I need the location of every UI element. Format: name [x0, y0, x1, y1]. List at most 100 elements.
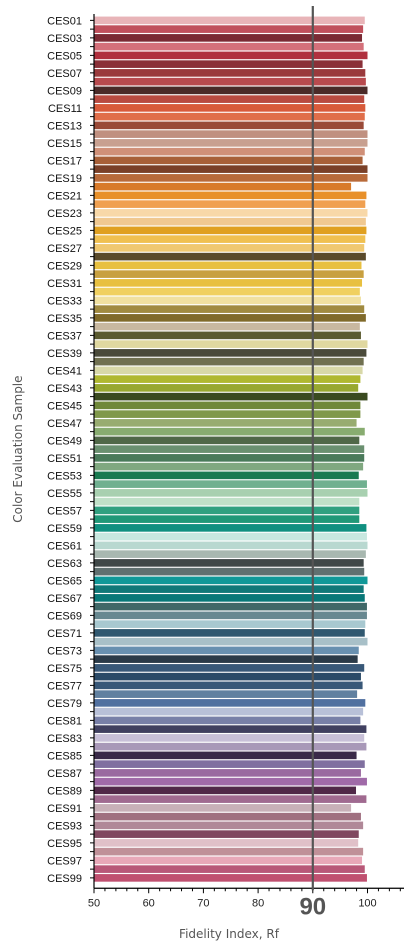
category-label-ces15: CES15 [47, 138, 82, 150]
x-tick-label-70: 70 [197, 897, 209, 909]
bar-ces42 [94, 375, 361, 383]
category-label-ces99: CES99 [47, 873, 82, 885]
category-label-ces97: CES97 [47, 855, 82, 867]
category-label-ces63: CES63 [47, 558, 82, 570]
category-label-ces49: CES49 [47, 435, 82, 447]
bar-ces26 [94, 235, 366, 243]
bar-ces99 [94, 874, 367, 882]
bar-ces48 [94, 427, 365, 436]
bar-ces86 [94, 760, 365, 768]
category-label-ces47: CES47 [47, 418, 82, 430]
bar-ces51 [94, 454, 365, 462]
bar-ces76 [94, 672, 361, 681]
bar-ces69 [94, 611, 367, 620]
x-tick-label-50: 50 [88, 897, 100, 909]
y-axis-title: Color Evaluation Sample [11, 375, 25, 522]
category-label-ces71: CES71 [47, 628, 82, 640]
category-label-ces93: CES93 [47, 820, 82, 832]
category-label-ces33: CES33 [47, 295, 82, 307]
category-label-ces37: CES37 [47, 330, 82, 342]
bar-ces18 [94, 165, 368, 173]
bar-ces74 [94, 655, 358, 663]
bar-ces89 [94, 786, 357, 795]
bar-ces13 [94, 121, 364, 130]
bar-ces92 [94, 812, 361, 821]
bar-ces75 [94, 664, 365, 672]
bar-ces47 [94, 419, 357, 427]
category-label-ces11: CES11 [48, 103, 82, 115]
category-label-ces51: CES51 [47, 453, 82, 465]
bar-ces14 [94, 130, 368, 138]
bar-ces40 [94, 357, 364, 366]
bar-ces78 [94, 690, 358, 698]
bar-ces97 [94, 856, 363, 865]
bar-ces06 [94, 60, 363, 68]
category-label-ces91: CES91 [47, 803, 82, 815]
category-label-ces19: CES19 [47, 173, 82, 185]
x-tick-label-80: 80 [252, 897, 264, 909]
bar-ces93 [94, 821, 364, 830]
category-label-ces01: CES01 [47, 15, 82, 27]
bar-ces03 [94, 34, 363, 42]
category-label-ces75: CES75 [47, 663, 82, 675]
bar-ces34 [94, 305, 365, 313]
bar-ces27 [94, 244, 365, 252]
bar-ces64 [94, 567, 365, 576]
category-label-ces35: CES35 [47, 313, 82, 325]
category-label-ces43: CES43 [47, 383, 82, 395]
category-label-ces53: CES53 [47, 470, 82, 482]
bar-ces91 [94, 804, 352, 812]
bar-ces10 [94, 95, 365, 103]
category-label-ces21: CES21 [47, 190, 82, 202]
bar-ces72 [94, 637, 368, 646]
bar-ces65 [94, 576, 368, 585]
bar-ces24 [94, 217, 366, 226]
bar-ces17 [94, 156, 363, 165]
bar-ces46 [94, 410, 361, 418]
bar-ces57 [94, 506, 360, 515]
bar-ces12 [94, 112, 365, 121]
bar-ces58 [94, 515, 360, 523]
bar-ces11 [94, 104, 366, 112]
category-label-ces25: CES25 [47, 225, 82, 237]
reference-line-label: 90 [299, 893, 326, 920]
bar-ces94 [94, 830, 359, 838]
bar-ces20 [94, 182, 352, 191]
category-label-ces41: CES41 [47, 365, 82, 377]
bar-ces66 [94, 585, 364, 593]
category-label-ces27: CES27 [47, 243, 82, 255]
category-label-ces67: CES67 [47, 593, 82, 605]
bar-ces81 [94, 716, 361, 725]
category-label-ces83: CES83 [47, 733, 82, 745]
bar-ces04 [94, 42, 364, 51]
bar-ces56 [94, 497, 360, 506]
bar-ces22 [94, 200, 366, 208]
bar-ces77 [94, 681, 363, 690]
category-label-ces07: CES07 [47, 68, 82, 80]
bar-ces61 [94, 541, 368, 550]
bar-ces33 [94, 296, 361, 305]
bar-ces53 [94, 471, 359, 480]
bar-ces95 [94, 839, 359, 847]
bars-group [94, 16, 368, 882]
bar-ces90 [94, 795, 367, 803]
bar-ces02 [94, 25, 364, 33]
bar-ces87 [94, 769, 361, 777]
bar-ces37 [94, 331, 361, 340]
bar-ces44 [94, 392, 368, 401]
category-label-ces55: CES55 [47, 488, 82, 500]
category-label-ces31: CES31 [47, 278, 82, 290]
bar-ces29 [94, 261, 362, 270]
bar-ces84 [94, 742, 367, 751]
bar-ces21 [94, 191, 367, 200]
bar-ces31 [94, 279, 363, 287]
category-label-ces65: CES65 [47, 575, 82, 587]
y-axis [90, 14, 95, 889]
bar-ces30 [94, 270, 364, 278]
bar-ces52 [94, 462, 364, 471]
bar-ces98 [94, 865, 365, 873]
category-label-ces23: CES23 [47, 208, 82, 220]
bar-ces05 [94, 51, 368, 60]
x-axis: 50 60 70 80 100 [88, 887, 404, 909]
